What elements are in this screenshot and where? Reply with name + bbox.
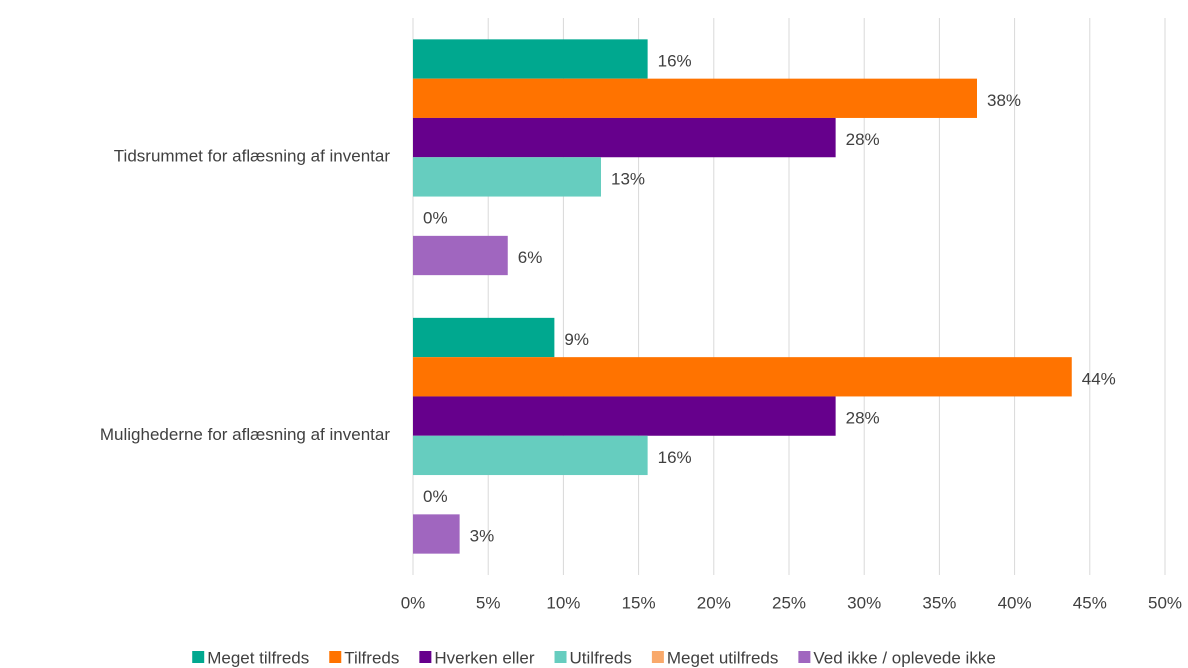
value-label: 0% bbox=[423, 487, 448, 506]
x-tick-label: 5% bbox=[476, 593, 501, 612]
bar bbox=[413, 117, 836, 158]
value-label: 16% bbox=[658, 448, 692, 467]
x-tick-label: 25% bbox=[772, 593, 806, 612]
x-tick-label: 20% bbox=[697, 593, 731, 612]
bar bbox=[413, 317, 555, 358]
legend-swatch bbox=[798, 651, 811, 663]
value-label: 38% bbox=[987, 91, 1021, 110]
value-label: 3% bbox=[470, 526, 495, 545]
bar bbox=[413, 157, 601, 197]
x-tick-label: 0% bbox=[401, 593, 426, 612]
bar bbox=[413, 396, 836, 436]
bar bbox=[413, 514, 460, 554]
legend-label: Meget tilfreds bbox=[207, 648, 309, 667]
x-tick-label: 10% bbox=[546, 593, 580, 612]
legend-swatch bbox=[554, 651, 567, 663]
x-tick-label: 30% bbox=[847, 593, 881, 612]
bar bbox=[413, 435, 648, 476]
bar bbox=[413, 235, 508, 276]
x-tick-label: 15% bbox=[622, 593, 656, 612]
value-label: 9% bbox=[564, 330, 589, 349]
legend-swatch bbox=[651, 651, 664, 663]
legend-label: Meget utilfreds bbox=[667, 648, 779, 667]
x-tick-label: 50% bbox=[1148, 593, 1182, 612]
legend-label: Ved ikke / oplevede ikke bbox=[813, 648, 995, 667]
legend-label: Tilfreds bbox=[344, 648, 399, 667]
legend-swatch bbox=[419, 651, 432, 663]
bar bbox=[413, 357, 1072, 397]
x-tick-label: 40% bbox=[998, 593, 1032, 612]
legend-swatch bbox=[192, 651, 205, 663]
value-label: 6% bbox=[518, 248, 543, 267]
bar bbox=[413, 39, 648, 79]
value-label: 28% bbox=[846, 130, 880, 149]
category-label: Tidsrummet for aflæsning af inventar bbox=[114, 147, 391, 166]
value-label: 28% bbox=[846, 409, 880, 428]
legend-label: Utilfreds bbox=[570, 648, 632, 667]
category-label: Mulighederne for aflæsning af inventar bbox=[100, 425, 390, 444]
value-label: 44% bbox=[1082, 369, 1116, 388]
value-label: 16% bbox=[658, 51, 692, 70]
value-label: 0% bbox=[423, 209, 448, 228]
legend-label: Hverken eller bbox=[434, 648, 534, 667]
bar bbox=[413, 78, 977, 118]
value-label: 13% bbox=[611, 169, 645, 188]
x-tick-label: 45% bbox=[1073, 593, 1107, 612]
x-tick-label: 35% bbox=[922, 593, 956, 612]
legend-swatch bbox=[329, 651, 342, 663]
